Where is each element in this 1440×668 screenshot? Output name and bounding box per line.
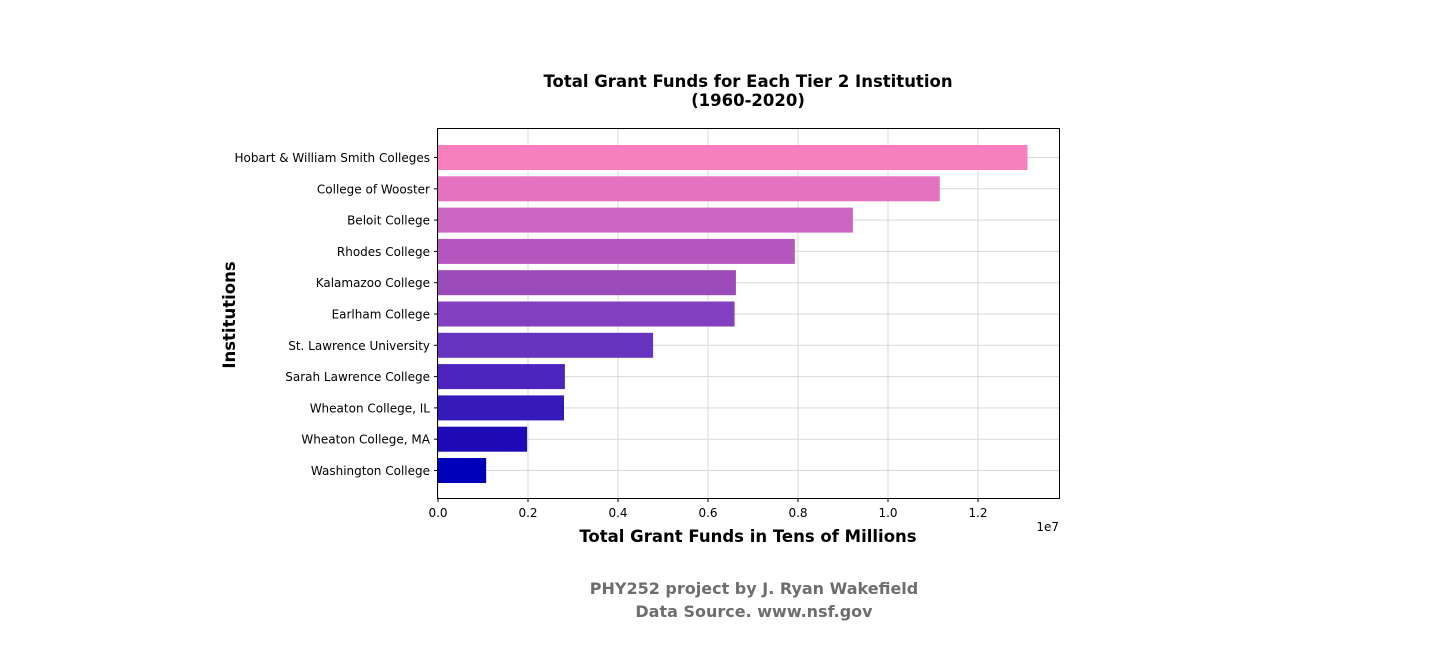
bar: [438, 176, 940, 202]
y-tick-label: Sarah Lawrence College: [285, 370, 430, 384]
x-tick-label: 0.6: [698, 506, 717, 520]
bar: [438, 332, 654, 358]
x-tick-label: 0.0: [428, 506, 447, 520]
y-tick-label: St. Lawrence University: [288, 339, 430, 353]
chart-title-line: Total Grant Funds for Each Tier 2 Instit…: [543, 72, 952, 91]
x-axis-title: Total Grant Funds in Tens of Millions: [579, 527, 916, 546]
credit-line: PHY252 project by J. Ryan Wakefield: [589, 579, 919, 598]
y-tick-label: Washington College: [311, 464, 430, 478]
x-tick-label: 0.4: [608, 506, 627, 520]
x-tick-labels: 0.0 0.2 0.4 0.6 0.8 1.0 1.2: [428, 498, 988, 520]
data-source-line: Data Source. www.nsf.gov: [635, 602, 873, 621]
x-tick-label: 1.2: [968, 506, 987, 520]
y-tick-label: Earlham College: [332, 308, 430, 322]
y-tick-labels: Hobart & William Smith Colleges College o…: [234, 151, 438, 478]
y-tick-label: Wheaton College, MA: [301, 433, 430, 447]
chart-title: Total Grant Funds for Each Tier 2 Instit…: [543, 72, 952, 110]
bar: [438, 364, 565, 390]
y-tick-label: Kalamazoo College: [316, 276, 430, 290]
x-tick-label: 0.8: [788, 506, 807, 520]
y-tick-label: Wheaton College, IL: [310, 401, 431, 415]
bar: [438, 270, 736, 296]
y-tick-label: Rhodes College: [337, 245, 430, 259]
y-axis-title: Institutions: [220, 261, 239, 369]
bar: [438, 145, 1028, 170]
bar: [438, 458, 487, 483]
x-tick-label: 0.2: [518, 506, 537, 520]
bar: [438, 301, 735, 327]
y-tick-label: Hobart & William Smith Colleges: [234, 151, 430, 165]
bar: [438, 426, 528, 452]
x-offset-label: 1e7: [1036, 520, 1059, 534]
bar: [438, 207, 853, 233]
x-tick-label: 1.0: [878, 506, 897, 520]
chart-title-line: (1960-2020): [691, 91, 805, 110]
bar: [438, 395, 564, 421]
y-tick-label: College of Wooster: [317, 182, 430, 196]
y-tick-label: Beloit College: [347, 214, 430, 228]
bar: [438, 238, 795, 264]
bars: [438, 145, 1028, 483]
